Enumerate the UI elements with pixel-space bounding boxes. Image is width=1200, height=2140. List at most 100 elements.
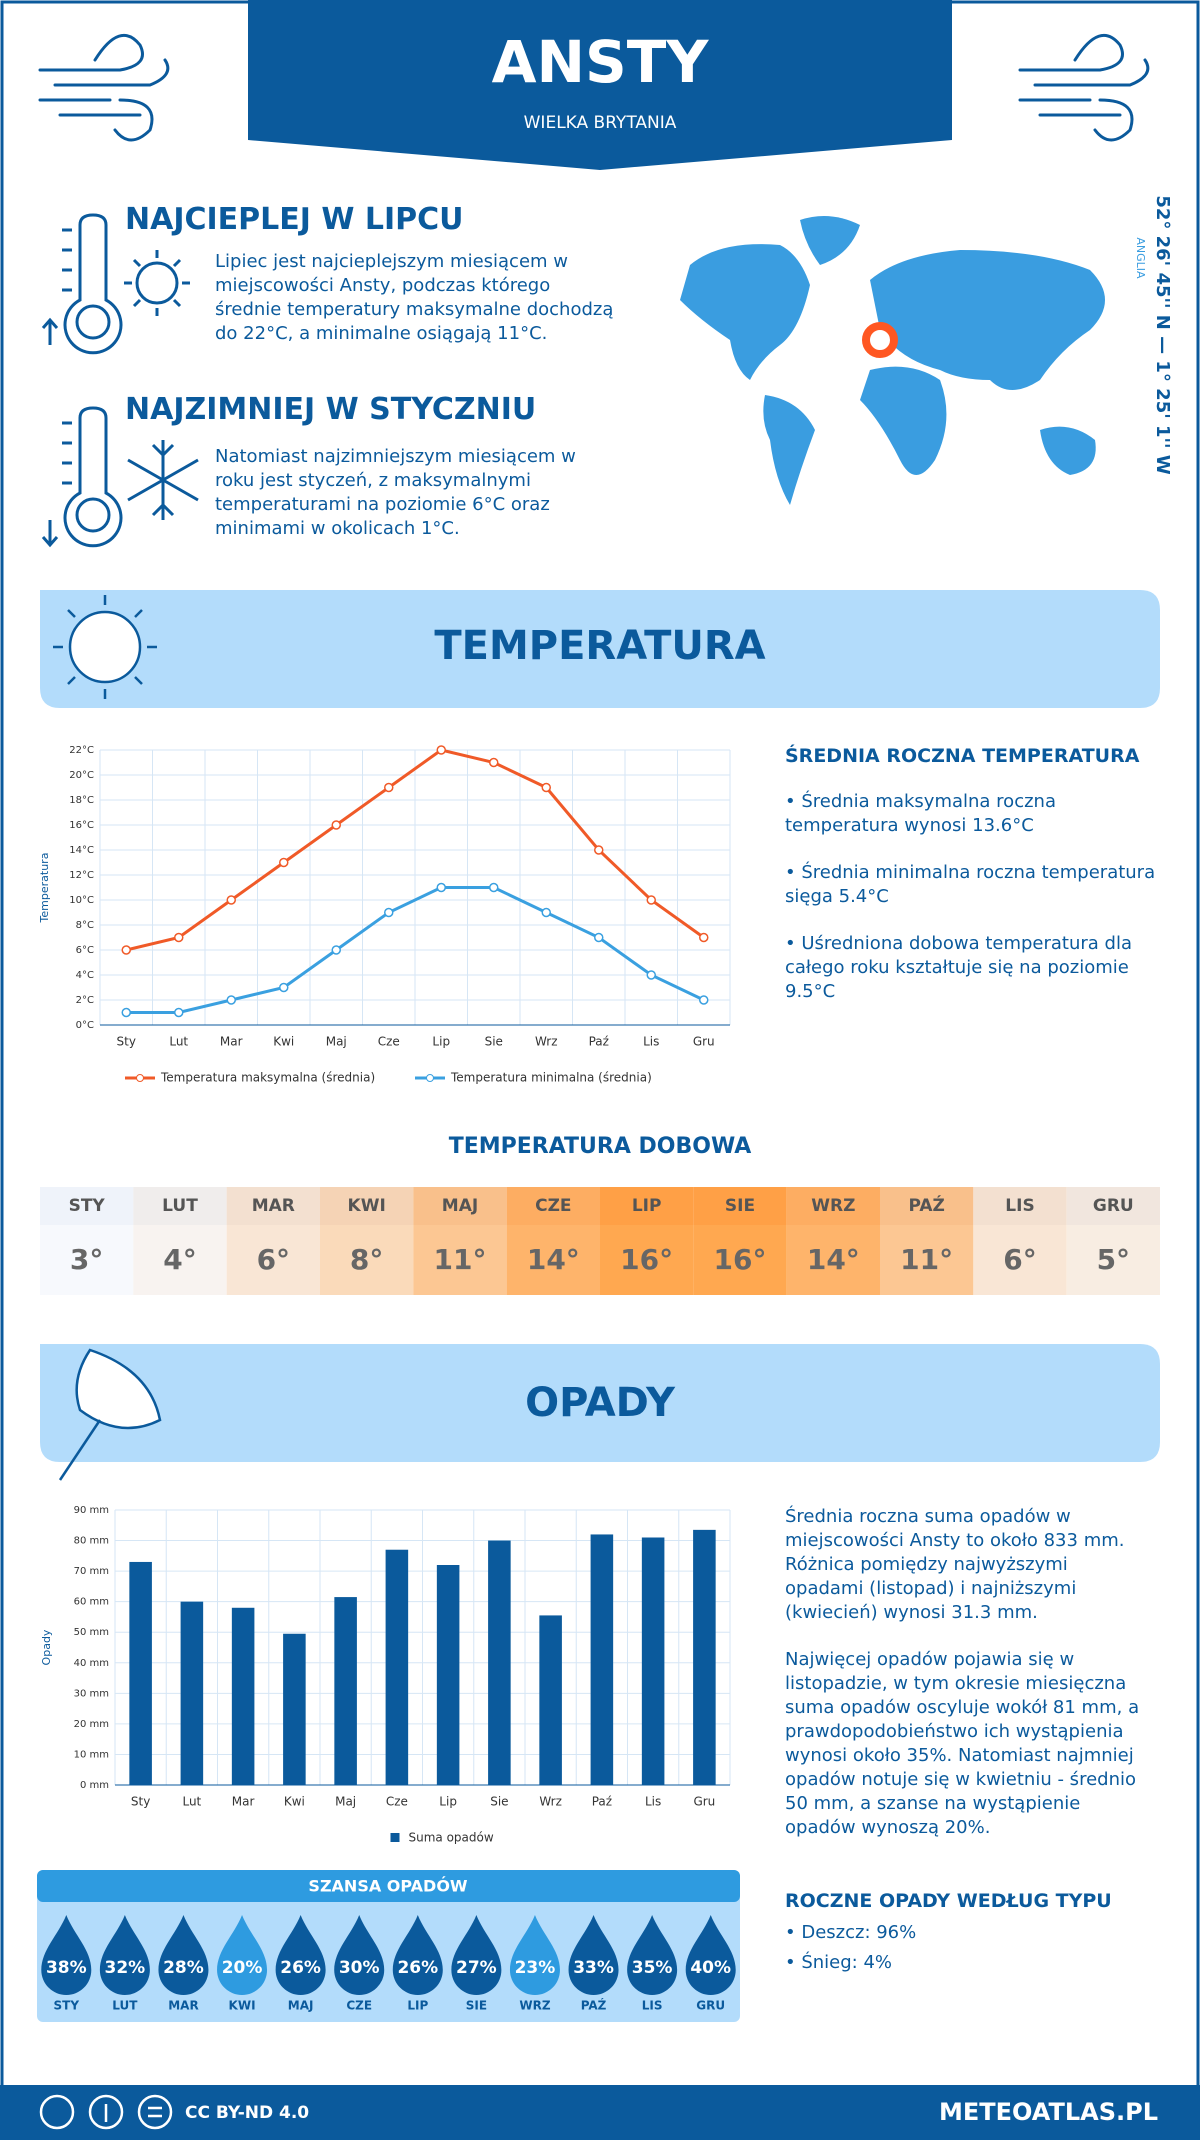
point xyxy=(279,982,289,993)
cold-title: NAJZIMNIEJ W STYCZNIU xyxy=(125,392,537,427)
line xyxy=(125,748,705,952)
drop-month: CZE xyxy=(346,1999,372,2013)
y-tick-label: 40 mm xyxy=(74,1658,109,1669)
point xyxy=(436,745,446,755)
daily-value: 6° xyxy=(1003,1243,1036,1276)
daily-header-cell xyxy=(880,1187,974,1225)
stats-item: • Średnia maksymalna roczna temperatura … xyxy=(785,791,1056,836)
daily-month: SIE xyxy=(725,1196,755,1216)
point xyxy=(331,820,341,830)
drop-label: 28% xyxy=(163,1958,204,1978)
precip-text: Najwięcej opadów pojawia się w listopadz… xyxy=(785,1649,1140,1838)
point xyxy=(279,857,289,868)
point xyxy=(646,895,656,905)
bar xyxy=(129,1561,152,1785)
x-tick-label: Wrz xyxy=(535,1035,558,1049)
license-icons xyxy=(39,2094,173,2130)
drop xyxy=(451,1915,502,1995)
daily-value: 4° xyxy=(163,1243,196,1276)
daily-value: 5° xyxy=(1097,1243,1130,1276)
y-tick-label: 0 mm xyxy=(80,1780,109,1791)
precip-text: Średnia roczna suma opadów w miejscowośc… xyxy=(785,1506,1125,1623)
drop-label: 26% xyxy=(397,1958,438,1978)
point xyxy=(226,895,236,905)
precip-banner xyxy=(40,1344,1160,1462)
daily-header-cell xyxy=(40,1187,134,1225)
point xyxy=(331,945,341,955)
daily-month: WRZ xyxy=(811,1196,855,1216)
drop-month: MAR xyxy=(168,1999,198,2013)
drop-month: WRZ xyxy=(519,1999,550,2013)
drop xyxy=(568,1915,619,1995)
x-tick-label: Paź xyxy=(592,1795,612,1809)
legend-label: Temperatura maksymalna (średnia) xyxy=(160,1071,375,1085)
drop-month: LIP xyxy=(407,1999,428,2013)
daily-cell xyxy=(40,1225,134,1295)
daily-month: MAJ xyxy=(442,1196,478,1216)
x-tick-label: Cze xyxy=(378,1035,400,1049)
chance-box xyxy=(37,1870,740,2022)
drop xyxy=(334,1915,385,1995)
y-tick-label: 18°C xyxy=(69,795,94,806)
bar xyxy=(590,1534,614,1785)
temp-banner xyxy=(40,590,1160,708)
point xyxy=(541,907,551,918)
x-tick-label: Sie xyxy=(490,1795,508,1809)
daily-header-cell xyxy=(973,1187,1067,1225)
drop xyxy=(627,1915,678,1995)
drop-label: 27% xyxy=(456,1958,497,1978)
legend-point xyxy=(426,1074,434,1082)
point xyxy=(699,932,709,943)
daily-header-cell xyxy=(226,1187,320,1225)
daily-value: 8° xyxy=(350,1243,383,1276)
types-item: • Śnieg: 4% xyxy=(785,1952,893,1973)
x-tick-label: Maj xyxy=(326,1035,347,1049)
x-tick-label: Lis xyxy=(643,1035,659,1049)
bar xyxy=(283,1633,306,1785)
wind-icons xyxy=(38,34,1150,142)
x-tick-label: Wrz xyxy=(539,1795,562,1809)
y-axis-label: Temperatura xyxy=(38,853,51,924)
drop-label: 26% xyxy=(280,1958,321,1978)
drop-label: 32% xyxy=(105,1958,146,1978)
drop-month: PAŹ xyxy=(581,1998,607,2013)
daily-value: 11° xyxy=(900,1243,953,1276)
x-tick-label: Sie xyxy=(485,1035,503,1049)
y-tick-label: 22°C xyxy=(69,745,94,756)
daily-month: LUT xyxy=(162,1196,198,1216)
daily-value: 6° xyxy=(257,1243,290,1276)
site: METEOATLAS.PL xyxy=(939,2098,1158,2126)
y-tick-label: 6°C xyxy=(76,945,94,956)
daily-month: KWI xyxy=(348,1196,386,1216)
point xyxy=(646,970,656,980)
legend-point xyxy=(136,1074,144,1082)
drop xyxy=(685,1915,736,1995)
location-marker xyxy=(862,322,898,358)
daily-value: 14° xyxy=(527,1243,580,1276)
daily-header-cell xyxy=(133,1187,227,1225)
x-tick-label: Lip xyxy=(439,1795,457,1809)
drop xyxy=(392,1915,443,1995)
point xyxy=(384,907,394,918)
title: ANSTY xyxy=(492,28,710,96)
drop-label: 38% xyxy=(46,1958,87,1978)
point xyxy=(699,995,709,1005)
bar xyxy=(385,1549,409,1785)
point xyxy=(174,932,184,943)
umbrella-icon xyxy=(58,1348,162,1481)
point xyxy=(174,1007,184,1018)
x-tick-label: Paź xyxy=(589,1035,609,1049)
x-tick-label: Lis xyxy=(645,1795,661,1809)
warm-icon xyxy=(41,213,190,355)
bar xyxy=(180,1601,204,1785)
world-map xyxy=(680,216,1105,505)
drop xyxy=(41,1915,92,1996)
daily-title: TEMPERATURA DOBOWA xyxy=(449,1134,752,1159)
y-tick-label: 4°C xyxy=(76,970,94,981)
legend-label: Temperatura minimalna (średnia) xyxy=(450,1071,652,1085)
daily-cell xyxy=(226,1225,320,1295)
cold-icon xyxy=(41,406,199,548)
daily-cell xyxy=(600,1225,694,1295)
point xyxy=(541,782,551,793)
bar xyxy=(539,1615,562,1785)
